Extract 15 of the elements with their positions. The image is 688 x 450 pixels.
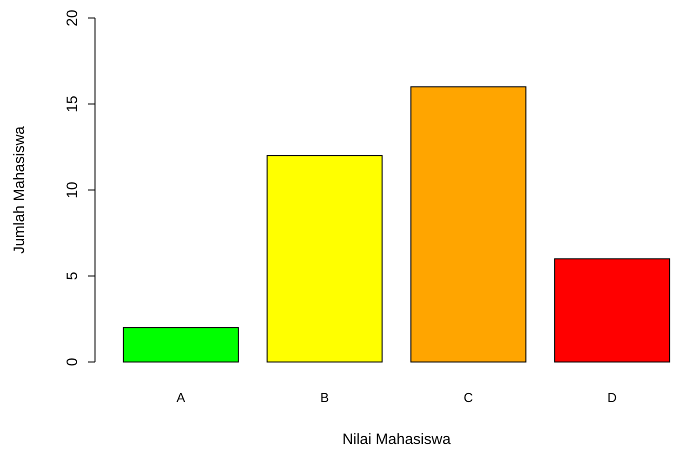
bar xyxy=(122,327,239,362)
x-tick-label: D xyxy=(607,390,617,405)
y-tick-label: 10 xyxy=(64,182,81,198)
y-tick-label: 20 xyxy=(64,10,81,26)
y-axis-title: Jumlah Mahasiswa xyxy=(11,126,28,254)
y-tick-label: 15 xyxy=(64,96,81,112)
y-tick-label: 5 xyxy=(64,272,81,280)
x-tick-label: C xyxy=(464,390,474,405)
x-tick-label: A xyxy=(176,390,186,405)
x-tick-label: B xyxy=(320,390,329,405)
bar xyxy=(410,86,526,362)
bar xyxy=(554,258,670,362)
y-tick-label: 0 xyxy=(64,358,81,366)
bar xyxy=(266,155,383,362)
x-axis-title: Nilai Mahasiswa xyxy=(342,431,452,448)
